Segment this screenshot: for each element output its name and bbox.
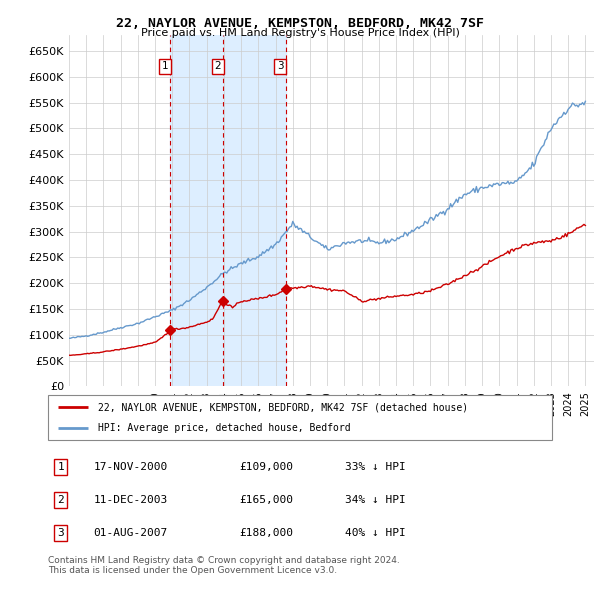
- Text: HPI: Average price, detached house, Bedford: HPI: Average price, detached house, Bedf…: [98, 422, 351, 432]
- Text: 01-AUG-2007: 01-AUG-2007: [94, 528, 167, 538]
- Text: 17-NOV-2000: 17-NOV-2000: [94, 462, 167, 472]
- Text: 1: 1: [57, 462, 64, 472]
- Text: Price paid vs. HM Land Registry's House Price Index (HPI): Price paid vs. HM Land Registry's House …: [140, 28, 460, 38]
- Text: £109,000: £109,000: [239, 462, 293, 472]
- Text: 3: 3: [57, 528, 64, 538]
- Text: 2: 2: [215, 61, 221, 71]
- FancyBboxPatch shape: [48, 395, 552, 440]
- Text: 2: 2: [57, 495, 64, 505]
- Text: 22, NAYLOR AVENUE, KEMPSTON, BEDFORD, MK42 7SF (detached house): 22, NAYLOR AVENUE, KEMPSTON, BEDFORD, MK…: [98, 402, 469, 412]
- Text: £165,000: £165,000: [239, 495, 293, 505]
- Text: 3: 3: [277, 61, 284, 71]
- Text: £188,000: £188,000: [239, 528, 293, 538]
- Text: 40% ↓ HPI: 40% ↓ HPI: [346, 528, 406, 538]
- Text: 34% ↓ HPI: 34% ↓ HPI: [346, 495, 406, 505]
- Text: 11-DEC-2003: 11-DEC-2003: [94, 495, 167, 505]
- Text: 1: 1: [162, 61, 169, 71]
- Text: Contains HM Land Registry data © Crown copyright and database right 2024.: Contains HM Land Registry data © Crown c…: [48, 556, 400, 565]
- Bar: [170, 35, 286, 386]
- Text: 22, NAYLOR AVENUE, KEMPSTON, BEDFORD, MK42 7SF: 22, NAYLOR AVENUE, KEMPSTON, BEDFORD, MK…: [116, 17, 484, 30]
- Text: This data is licensed under the Open Government Licence v3.0.: This data is licensed under the Open Gov…: [48, 566, 337, 575]
- Text: 33% ↓ HPI: 33% ↓ HPI: [346, 462, 406, 472]
